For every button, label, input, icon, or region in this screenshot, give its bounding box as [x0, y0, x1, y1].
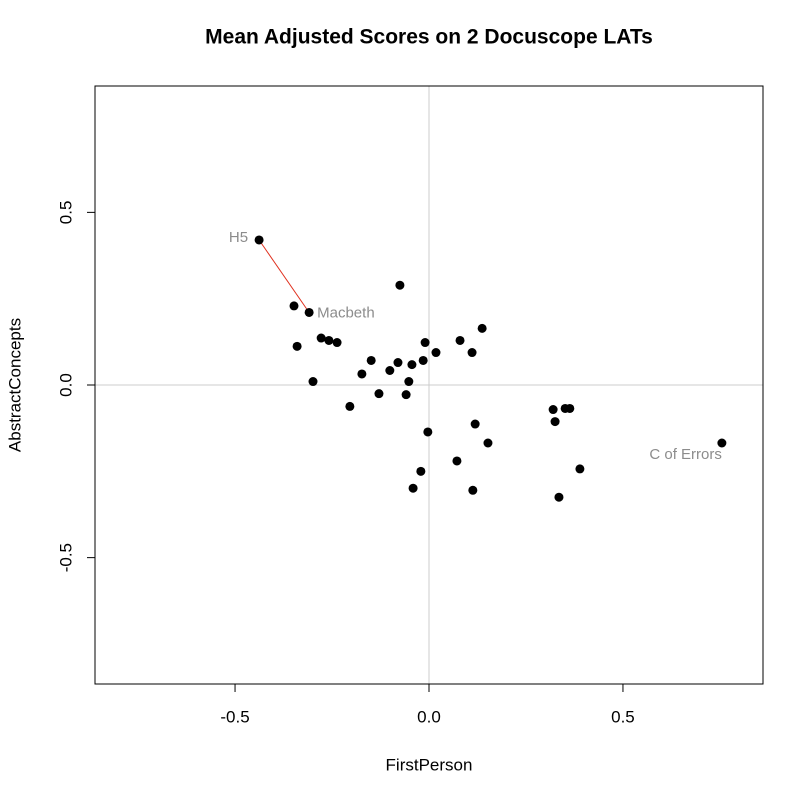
- point: [345, 401, 355, 411]
- y-tick-label: -0.5: [56, 543, 75, 572]
- point: [418, 355, 428, 365]
- point: [324, 335, 334, 345]
- point: [308, 377, 318, 387]
- point: [416, 466, 426, 476]
- x-tick-label: -0.5: [220, 707, 249, 726]
- y-tick-label: 0.5: [56, 201, 75, 225]
- point: [304, 307, 314, 317]
- point: [554, 492, 564, 502]
- point-label: H5: [229, 229, 248, 246]
- point: [401, 390, 411, 400]
- point: [717, 438, 727, 448]
- point: [550, 417, 560, 427]
- chart-title: Mean Adjusted Scores on 2 Docuscope LATs: [205, 26, 653, 49]
- point-label: Macbeth: [317, 304, 375, 321]
- point: [254, 235, 264, 245]
- point: [404, 377, 414, 387]
- point: [366, 355, 376, 365]
- point: [423, 427, 433, 437]
- point: [420, 338, 430, 348]
- point-label: C of Errors: [649, 446, 722, 463]
- point: [357, 369, 367, 379]
- point: [477, 323, 487, 333]
- connector: [258, 239, 310, 313]
- point: [452, 456, 462, 466]
- point: [467, 348, 477, 358]
- point: [316, 333, 326, 343]
- point: [332, 338, 342, 348]
- point: [385, 365, 395, 375]
- point: [470, 419, 480, 429]
- point: [468, 485, 478, 495]
- point: [431, 348, 441, 358]
- point: [565, 403, 575, 413]
- point: [393, 358, 403, 368]
- point: [395, 280, 405, 290]
- y-axis-label: AbstractConcepts: [5, 318, 24, 452]
- point: [575, 464, 585, 474]
- x-tick-label: 0.0: [417, 707, 441, 726]
- point: [483, 438, 493, 448]
- point: [548, 405, 558, 415]
- point: [407, 360, 417, 370]
- x-tick-label: 0.5: [611, 707, 635, 726]
- point: [292, 341, 302, 351]
- point: [408, 483, 418, 493]
- point: [374, 389, 384, 399]
- y-tick-label: 0.0: [56, 373, 75, 397]
- x-axis-label: FirstPerson: [386, 755, 473, 774]
- point: [455, 335, 465, 345]
- point: [289, 301, 299, 311]
